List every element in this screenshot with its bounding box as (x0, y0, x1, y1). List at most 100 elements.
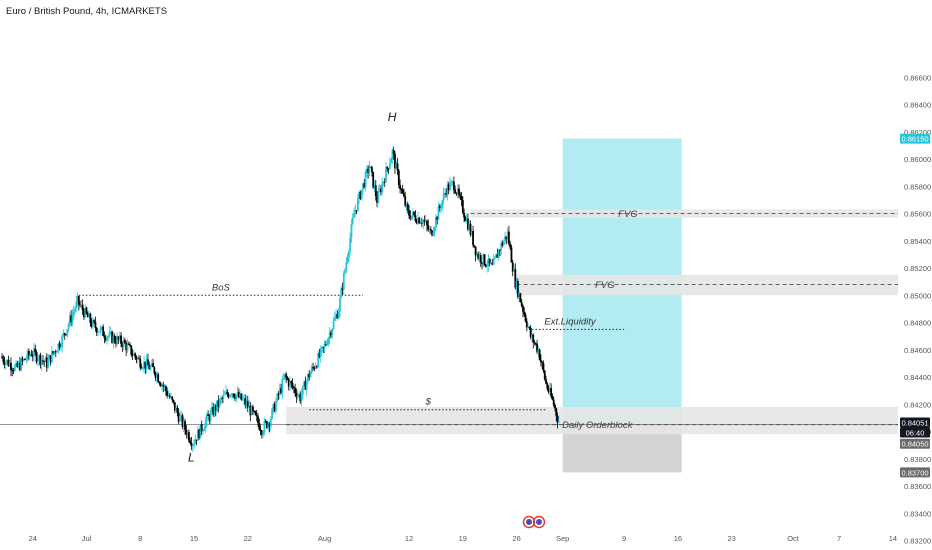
candle-down (397, 170, 400, 185)
candle-up (333, 317, 336, 321)
y-tick-label: 0.83400 (904, 509, 931, 518)
candle-down (452, 181, 455, 190)
candle-up (468, 223, 471, 230)
candle-down (131, 354, 134, 356)
candle-down (104, 337, 107, 341)
candle-down (135, 356, 138, 361)
candle-up (40, 360, 43, 365)
candle-down (550, 387, 553, 397)
candle-up (289, 381, 291, 387)
candle-up (167, 395, 170, 397)
candle-down (409, 215, 412, 220)
entry-badge: 0.84050 (901, 440, 928, 449)
candle-down (392, 149, 395, 155)
candle-up (440, 207, 442, 209)
event-icons[interactable] (522, 515, 546, 529)
candle-up (145, 359, 148, 369)
candle-up (136, 358, 139, 361)
y-tick-label: 0.85800 (904, 182, 931, 191)
candle-down (244, 398, 247, 405)
candle-down (81, 304, 84, 311)
candle-up (53, 351, 56, 354)
x-tick-label: 14 (889, 534, 897, 543)
candle-down (90, 322, 93, 327)
candle-down (447, 184, 450, 191)
candle-down (30, 354, 33, 356)
candle-up (502, 240, 505, 246)
candle-down (359, 191, 362, 199)
event-flag-icon[interactable] (532, 515, 546, 529)
candle-up (186, 432, 189, 436)
candle-up (335, 314, 337, 318)
candle-up (263, 421, 266, 433)
candle-down (195, 439, 198, 441)
candle-down (260, 431, 263, 435)
candle-down (292, 387, 295, 389)
event-flag-icon[interactable] (522, 515, 536, 529)
candle-up (362, 183, 364, 190)
candle-down (89, 313, 92, 323)
candle-down (158, 382, 161, 384)
candle-down (54, 351, 57, 353)
candle-up (356, 198, 359, 211)
candle-down (427, 225, 430, 230)
candle-up (60, 346, 62, 348)
candle-up (213, 405, 216, 416)
candle-up (248, 405, 250, 408)
candle-down (254, 411, 257, 415)
candle-down (159, 383, 162, 387)
candle-down (129, 344, 131, 346)
x-tick-label: Oct (787, 534, 800, 543)
candle-down (369, 166, 372, 168)
candle-down (258, 422, 261, 430)
candle-up (412, 211, 414, 216)
candle-down (499, 249, 501, 251)
candle-up (442, 193, 445, 201)
candle-down (401, 189, 404, 194)
candle-up (100, 326, 103, 328)
candle-up (62, 333, 65, 336)
stop-badge-bg (900, 467, 930, 478)
y-tick-label: 0.84200 (904, 400, 931, 409)
candle-up (373, 185, 376, 188)
candle-down (1, 356, 3, 358)
candle-up (17, 362, 20, 367)
candle-down (285, 373, 288, 378)
candle-down (249, 405, 252, 416)
candle-down (257, 416, 259, 423)
candle-down (371, 167, 373, 172)
candle-up (225, 391, 227, 395)
candle-down (542, 363, 545, 371)
candle-up (515, 280, 518, 288)
candle-up (344, 269, 346, 274)
candle-down (184, 421, 186, 430)
candle-down (324, 344, 327, 345)
y-tick-label: 0.86400 (904, 101, 931, 110)
candle-down (555, 408, 558, 416)
candle-down (514, 269, 517, 288)
candle-down (420, 222, 423, 224)
candle-down (208, 415, 211, 421)
candle-down (63, 333, 66, 335)
candle-down (130, 345, 133, 355)
candle-down (508, 231, 510, 244)
candle-up (74, 309, 76, 312)
candle-down (246, 401, 249, 408)
candle-down (264, 421, 267, 422)
candle-down (463, 212, 465, 218)
y-tick-label: 0.83800 (904, 455, 931, 464)
candle-up (339, 298, 341, 312)
candle-up (141, 368, 144, 369)
candle-down (200, 424, 203, 432)
candle-down (226, 391, 229, 395)
candle-up (435, 216, 437, 228)
candle-down (188, 432, 190, 441)
candle-up (262, 432, 265, 435)
candle-up (276, 393, 279, 402)
level-label-1: Ext.Liquidity (544, 316, 596, 327)
candle-up (163, 386, 166, 388)
candle-up (301, 385, 304, 395)
candle-down (162, 384, 165, 387)
